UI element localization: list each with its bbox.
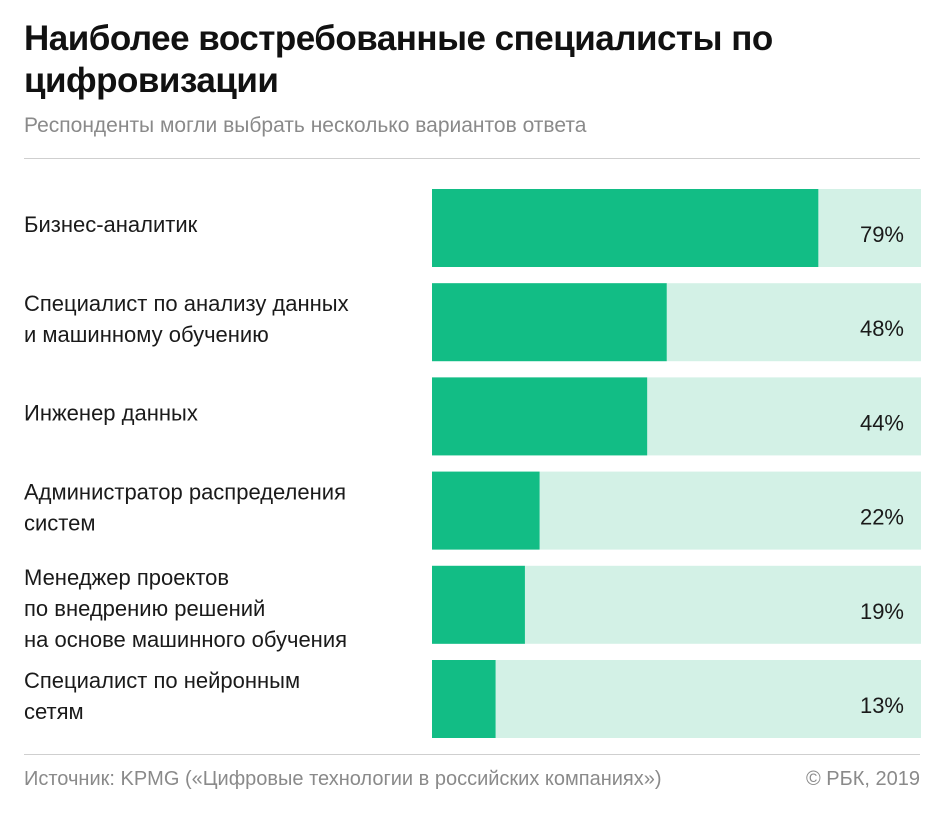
bar	[432, 377, 648, 456]
chart-title: Наиболее востребованные специалисты по ц…	[24, 19, 773, 100]
bar	[432, 471, 540, 550]
bar	[432, 283, 667, 362]
value-label: 79%	[860, 222, 904, 247]
bar-track	[432, 660, 921, 738]
category-label: систем	[24, 511, 95, 536]
category-label: Менеджер проектов	[24, 565, 229, 590]
copyright: © РБК, 2019	[805, 768, 920, 790]
category-label: Инженер данных	[24, 400, 198, 425]
value-label: 48%	[860, 316, 904, 341]
value-label: 13%	[860, 693, 904, 718]
category-label: Бизнес-аналитик	[24, 212, 198, 237]
category-label: Администратор распределения	[24, 480, 346, 505]
value-label: 22%	[860, 505, 904, 530]
bottom-divider	[24, 754, 920, 755]
bar	[432, 660, 496, 738]
source-note: Источник: KPMG («Цифровые технологии в р…	[24, 768, 662, 790]
bar	[432, 565, 525, 644]
category-label: Специалист по нейронным	[24, 668, 300, 693]
value-label: 44%	[860, 410, 904, 435]
category-label: на основе машинного обучения	[24, 627, 347, 652]
top-divider	[24, 158, 920, 159]
category-label: и машинному обучению	[24, 322, 269, 347]
bar	[432, 189, 819, 267]
category-label: сетям	[24, 699, 84, 724]
chart-subtitle: Респонденты могли выбрать несколько вари…	[24, 114, 587, 137]
value-label: 19%	[860, 599, 904, 624]
category-label: Специалист по анализу данных	[24, 291, 349, 316]
category-label: по внедрению решений	[24, 596, 265, 621]
